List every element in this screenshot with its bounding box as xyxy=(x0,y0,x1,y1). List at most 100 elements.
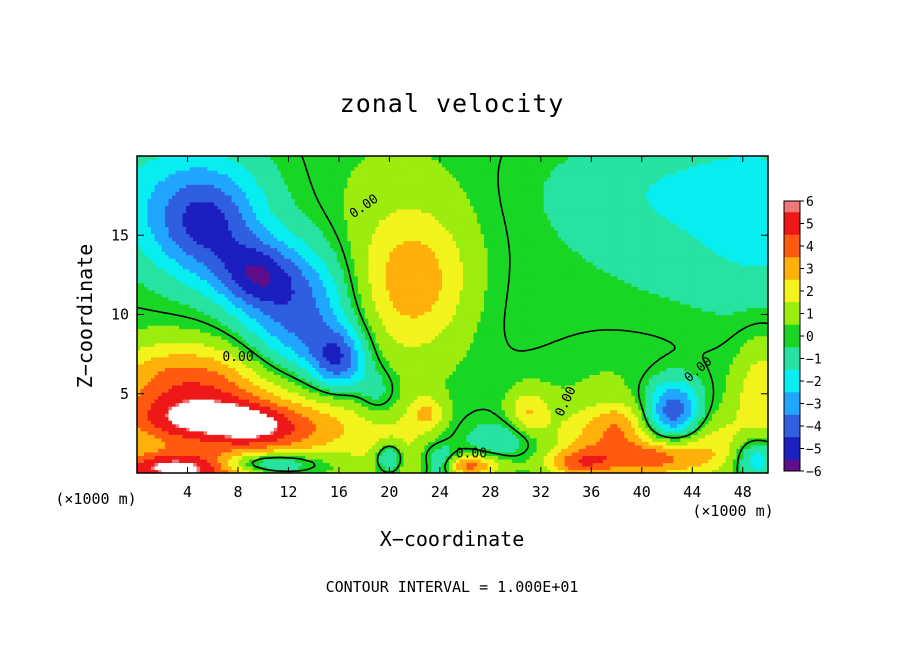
heatmap-cell xyxy=(449,424,453,428)
heatmap-cell xyxy=(652,452,656,456)
heatmap-cell xyxy=(659,459,663,463)
heatmap-cell xyxy=(526,392,530,396)
heatmap-cell xyxy=(558,455,562,459)
heatmap-cell xyxy=(540,459,544,463)
heatmap-cell xyxy=(232,441,236,445)
heatmap-cell xyxy=(558,378,562,382)
heatmap-cell xyxy=(687,438,691,442)
heatmap-cell xyxy=(505,385,509,389)
heatmap-cell xyxy=(484,396,488,400)
heatmap-cell xyxy=(421,410,425,414)
heatmap-cell xyxy=(740,406,744,410)
heatmap-cell xyxy=(663,452,667,456)
heatmap-cell xyxy=(330,378,334,382)
heatmap-cell xyxy=(747,445,751,449)
heatmap-cell xyxy=(218,417,222,421)
heatmap-cell xyxy=(246,427,250,431)
heatmap-cell xyxy=(414,413,418,417)
heatmap-cell xyxy=(361,445,365,449)
heatmap-cell xyxy=(165,459,169,463)
heatmap-cell xyxy=(698,459,702,463)
heatmap-cell xyxy=(547,448,551,452)
heatmap-cell xyxy=(656,378,660,382)
heatmap-cell xyxy=(235,441,239,445)
heatmap-cell xyxy=(544,410,548,414)
heatmap-cell xyxy=(431,462,435,466)
heatmap-cell xyxy=(284,417,288,421)
heatmap-cell xyxy=(610,406,614,410)
heatmap-cell xyxy=(470,374,474,378)
heatmap-cell xyxy=(249,455,253,459)
heatmap-cell xyxy=(757,406,761,410)
heatmap-cell xyxy=(743,406,747,410)
heatmap-cell xyxy=(176,438,180,442)
heatmap-cell xyxy=(389,413,393,417)
heatmap-cell xyxy=(211,396,215,400)
heatmap-cell xyxy=(477,385,481,389)
heatmap-cell xyxy=(207,445,211,449)
heatmap-cell xyxy=(197,452,201,456)
heatmap-cell xyxy=(403,455,407,459)
heatmap-cell xyxy=(603,410,607,414)
heatmap-cell xyxy=(736,403,740,407)
heatmap-cell xyxy=(519,424,523,428)
heatmap-cell xyxy=(312,431,316,435)
heatmap-cell xyxy=(242,374,246,378)
heatmap-cell xyxy=(144,459,148,463)
heatmap-cell xyxy=(488,388,492,392)
heatmap-cell xyxy=(656,410,660,414)
heatmap-cell xyxy=(417,452,421,456)
heatmap-cell xyxy=(652,441,656,445)
heatmap-cell xyxy=(719,385,723,389)
heatmap-cell xyxy=(207,431,211,435)
heatmap-cell xyxy=(445,445,449,449)
heatmap-cell xyxy=(505,396,509,400)
heatmap-cell xyxy=(235,413,239,417)
heatmap-cell xyxy=(368,434,372,438)
heatmap-cell xyxy=(225,385,229,389)
heatmap-cell xyxy=(211,424,215,428)
heatmap-cell xyxy=(221,410,225,414)
heatmap-cell xyxy=(631,452,635,456)
heatmap-cell xyxy=(586,378,590,382)
heatmap-cell xyxy=(530,413,534,417)
heatmap-cell xyxy=(474,424,478,428)
heatmap-cell xyxy=(722,445,726,449)
heatmap-cell xyxy=(463,378,467,382)
heatmap-cell xyxy=(705,399,709,403)
heatmap-cell xyxy=(673,399,677,403)
heatmap-cell xyxy=(253,381,257,385)
heatmap-cell xyxy=(235,462,239,466)
heatmap-cell xyxy=(607,427,611,431)
heatmap-cell xyxy=(221,378,225,382)
heatmap-cell xyxy=(474,427,478,431)
heatmap-cell xyxy=(239,381,243,385)
heatmap-cell xyxy=(193,396,197,400)
heatmap-cell xyxy=(302,385,306,389)
heatmap-cell xyxy=(547,413,551,417)
heatmap-cell xyxy=(358,374,362,378)
heatmap-cell xyxy=(431,374,435,378)
heatmap-cell xyxy=(628,431,632,435)
heatmap-cell xyxy=(400,413,404,417)
heatmap-cell xyxy=(463,406,467,410)
heatmap-cell xyxy=(659,388,663,392)
heatmap-cell xyxy=(284,385,288,389)
heatmap-cell xyxy=(267,378,271,382)
heatmap-cell xyxy=(211,466,215,470)
heatmap-cell xyxy=(312,392,316,396)
heatmap-cell xyxy=(400,399,404,403)
heatmap-cell xyxy=(316,403,320,407)
heatmap-cell xyxy=(211,417,215,421)
heatmap-cell xyxy=(141,448,145,452)
heatmap-cell xyxy=(530,410,534,414)
heatmap-cell xyxy=(424,385,428,389)
heatmap-cell xyxy=(614,420,618,424)
heatmap-cell xyxy=(221,424,225,428)
heatmap-cell xyxy=(172,385,176,389)
heatmap-cell xyxy=(726,452,730,456)
heatmap-cell xyxy=(488,455,492,459)
heatmap-cell xyxy=(740,403,744,407)
heatmap-cell xyxy=(561,445,565,449)
heatmap-cell xyxy=(221,427,225,431)
